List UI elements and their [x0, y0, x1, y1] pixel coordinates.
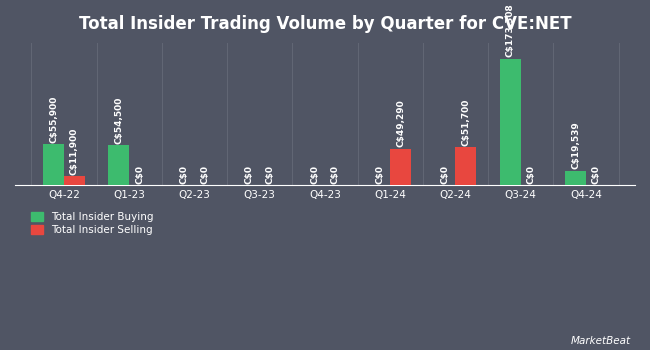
Text: C$49,290: C$49,290 [396, 100, 405, 147]
Legend: Total Insider Buying, Total Insider Selling: Total Insider Buying, Total Insider Sell… [27, 208, 158, 239]
Text: C$55,900: C$55,900 [49, 95, 58, 142]
Text: C$0: C$0 [526, 165, 536, 184]
Text: C$0: C$0 [266, 165, 275, 184]
Text: C$0: C$0 [200, 165, 209, 184]
Bar [64, 176, 85, 185]
Text: C$54,500: C$54,500 [114, 96, 124, 144]
Bar [500, 59, 521, 185]
Text: C$0: C$0 [179, 165, 188, 184]
Text: C$51,700: C$51,700 [462, 98, 471, 146]
Bar [565, 171, 586, 185]
Bar [456, 147, 476, 185]
Text: C$0: C$0 [310, 165, 319, 184]
Text: C$19,539: C$19,539 [571, 121, 580, 169]
Text: C$0: C$0 [245, 165, 254, 184]
Text: C$173,308: C$173,308 [506, 3, 515, 57]
Text: C$0: C$0 [331, 165, 340, 184]
Text: C$0: C$0 [375, 165, 384, 184]
Text: MarketBeat: MarketBeat [571, 336, 630, 346]
Text: C$0: C$0 [441, 165, 450, 184]
Title: Total Insider Trading Volume by Quarter for CVE:NET: Total Insider Trading Volume by Quarter … [79, 15, 571, 33]
Text: C$11,900: C$11,900 [70, 127, 79, 175]
Bar [43, 144, 64, 185]
Text: C$0: C$0 [592, 165, 601, 184]
Text: C$0: C$0 [135, 165, 144, 184]
Bar [109, 145, 129, 185]
Bar [390, 149, 411, 185]
